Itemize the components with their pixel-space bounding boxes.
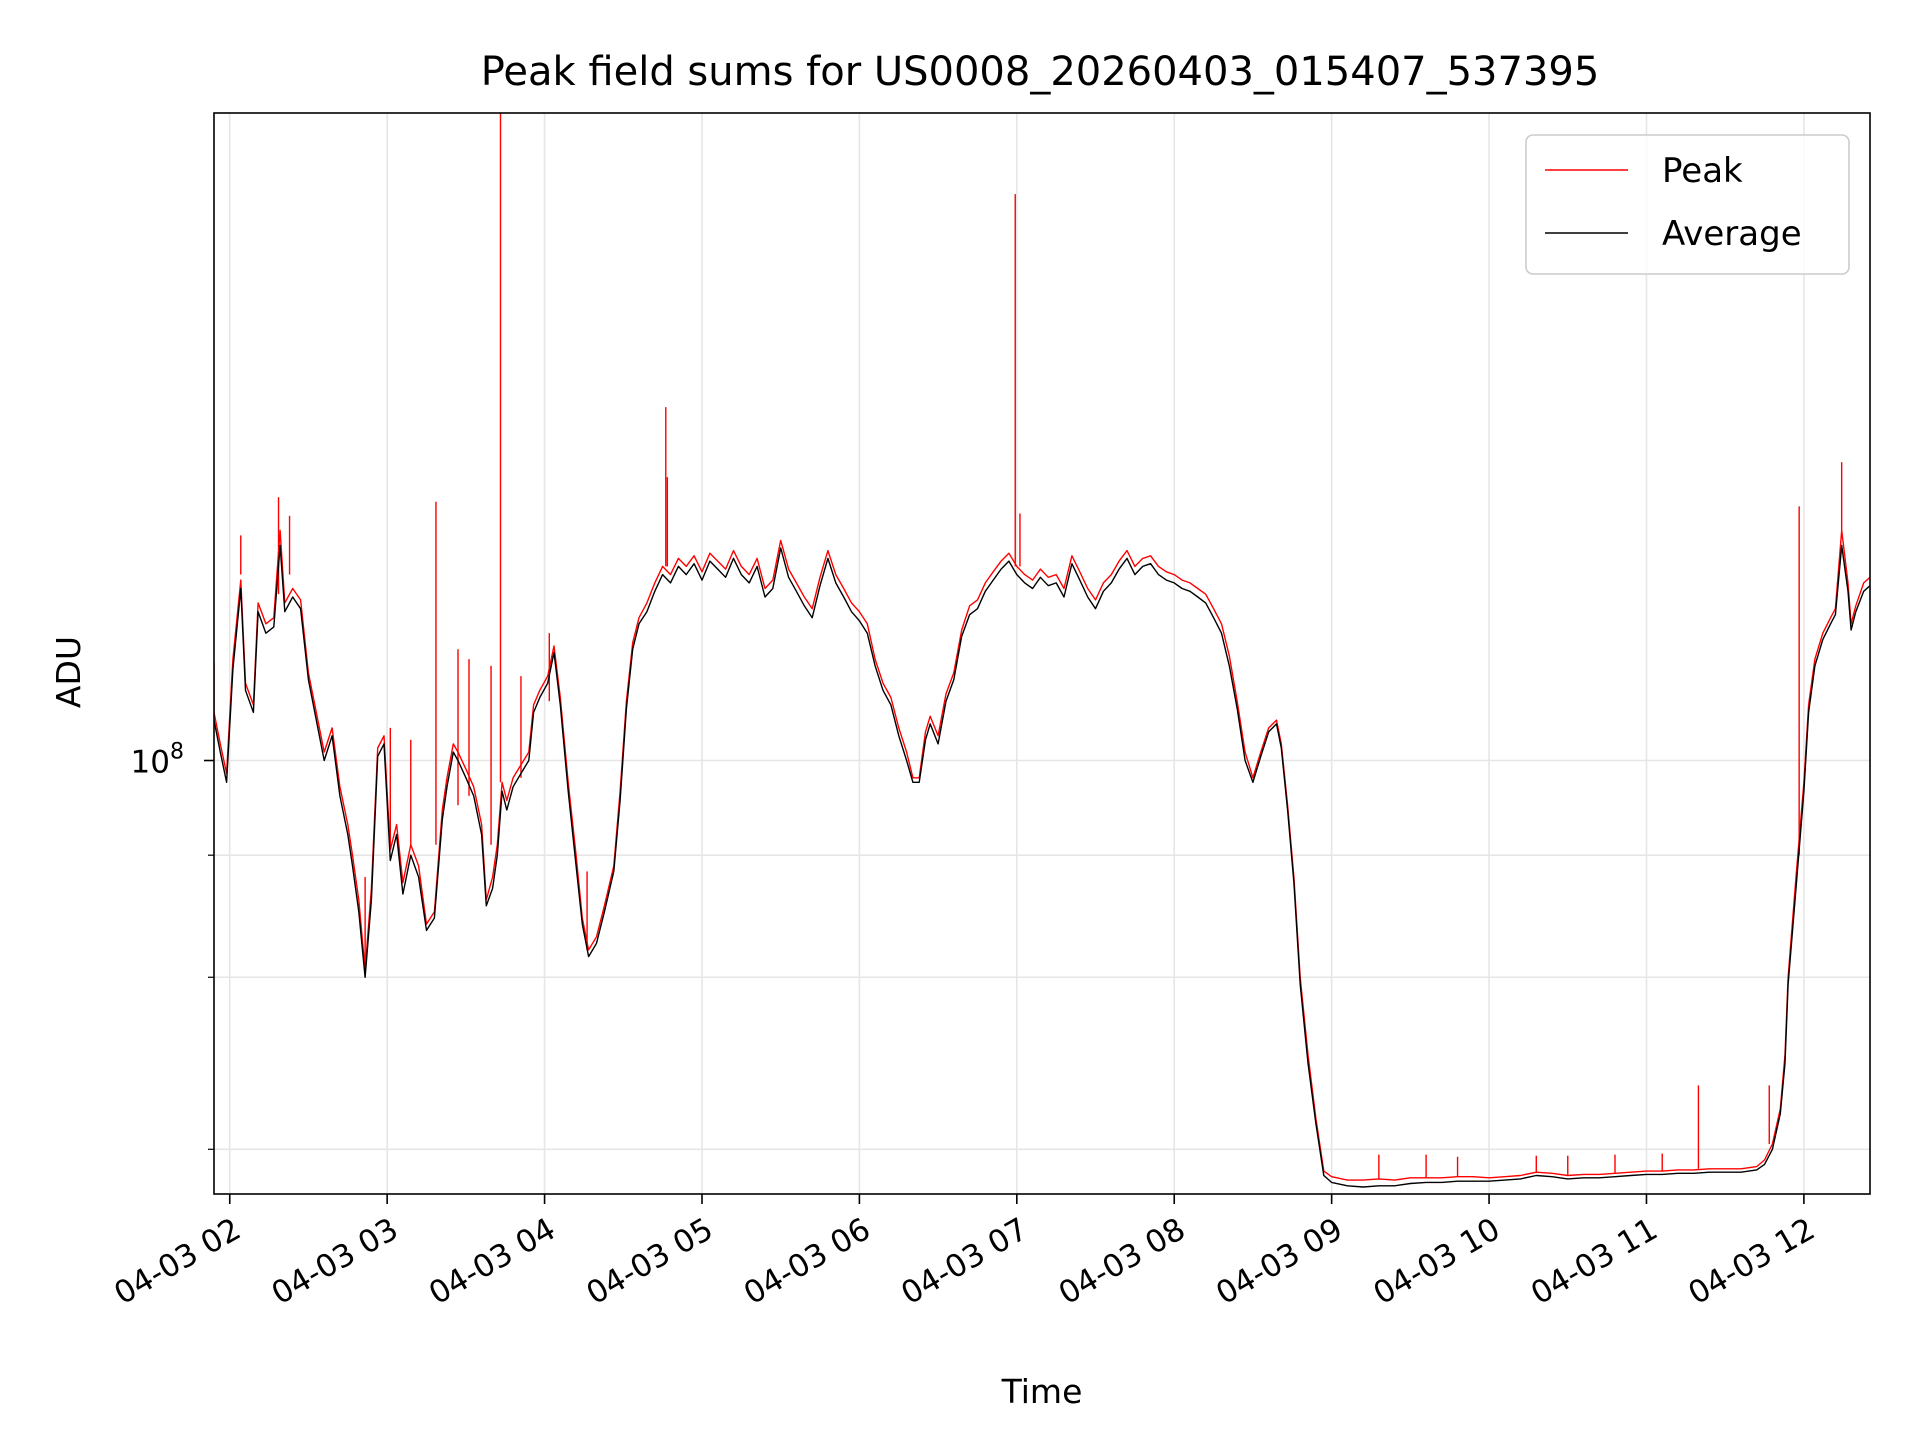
legend-label-peak: Peak <box>1662 151 1743 191</box>
series-line-average <box>214 544 1870 1188</box>
series-layer <box>214 113 1870 1188</box>
y-axis-label: ADU <box>49 636 88 708</box>
grid-layer <box>214 113 1870 1194</box>
x-axis-label: Time <box>1001 1372 1083 1411</box>
y-tick-label: 108 <box>131 740 184 781</box>
legend-label-average: Average <box>1662 214 1802 254</box>
plot-frame <box>213 112 1871 1195</box>
legend: Peak Average <box>1525 134 1850 275</box>
chart-title: Peak field sums for US0008_20260403_0154… <box>481 49 1600 95</box>
